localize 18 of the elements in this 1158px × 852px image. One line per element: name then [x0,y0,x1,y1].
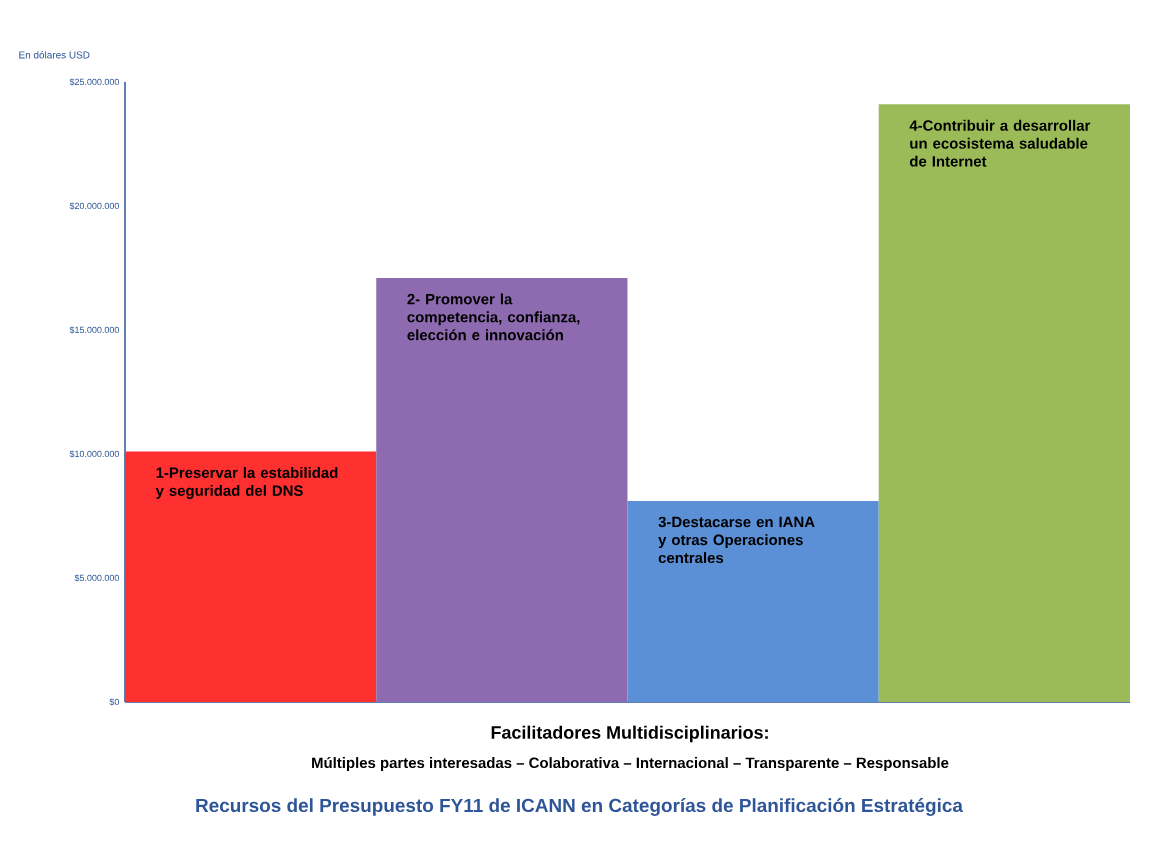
y-tick-label: $15.000.000 [69,326,119,334]
y-tick-label: $0 [109,698,120,706]
bar [627,501,879,702]
x-tick-label: 2- Promover la competencia, confianza, elección e innovación [407,293,580,341]
x-tick-label: 1-Preservar la estabilidad y seguridad del DNS [155,467,338,499]
text: Facilitadores Multidisciplinarios: [491,725,768,743]
y-tick-label: $25.000.000 [69,78,119,86]
bar [125,451,377,702]
y-tick-label: $10.000.000 [69,450,119,458]
text: Múltiples partes interesadas – Colaborativa – Internacional – Transparente – Responsable [312,756,949,772]
y-tick-label: $5.000.000 [74,574,119,582]
y-tick-label: $20.000.000 [69,202,119,210]
bar [878,104,1130,702]
text: Recursos del Presupuesto FY11 de ICANN en Categorías de Planificación Estratégica [196,798,964,816]
x-tick-label: 3-Destacarse en IANA y otras Operaciones centrales [658,516,815,564]
x-tick-label: 4-Contribuir a desarrollar un ecosistema saludable de Internet [909,119,1091,167]
bar [376,277,628,702]
y-axis-title: En dólares USD [19,51,90,59]
